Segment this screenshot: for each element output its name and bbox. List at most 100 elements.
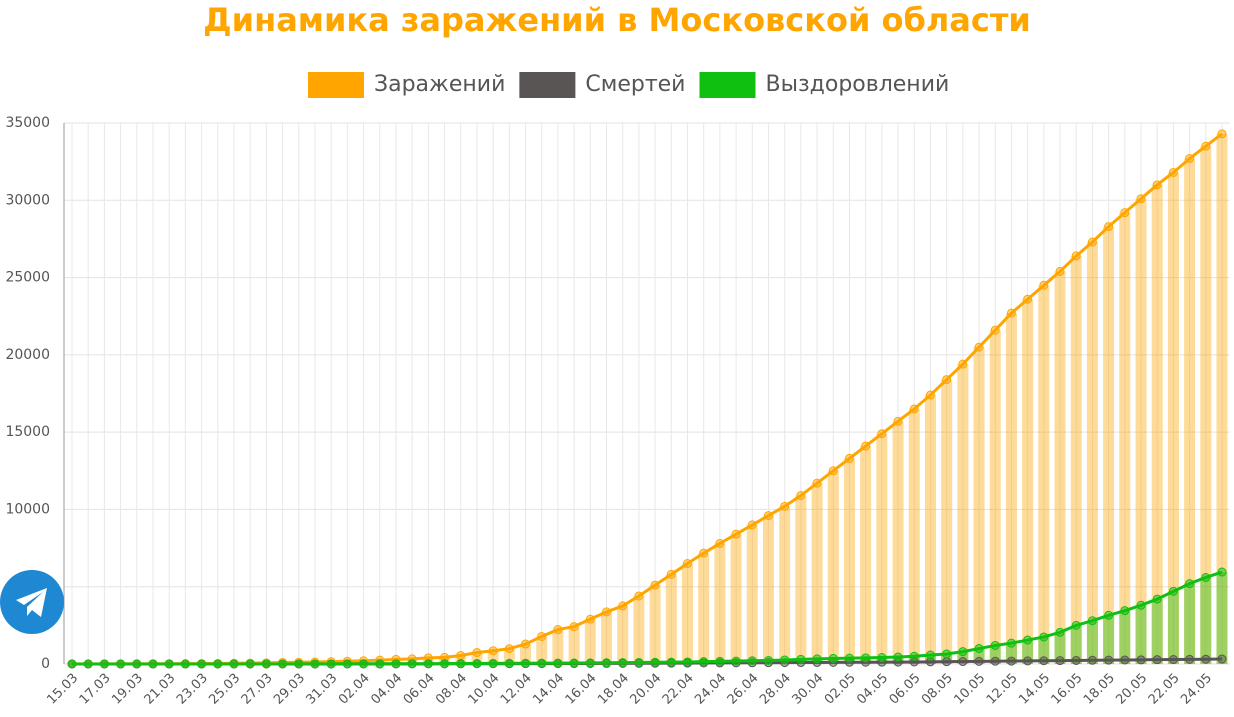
point [635, 592, 643, 600]
legend-label: Заражений [374, 72, 505, 97]
bar [569, 627, 580, 664]
point [716, 539, 724, 547]
point [991, 641, 999, 649]
line [72, 572, 1222, 664]
point [619, 659, 627, 667]
point [408, 660, 416, 668]
bar [909, 409, 920, 664]
x-tick-label: 23.03 [174, 671, 211, 708]
point [975, 343, 983, 351]
bar [1152, 185, 1163, 664]
point [538, 632, 546, 640]
point [1088, 656, 1096, 664]
bar [1168, 591, 1179, 664]
point [1040, 657, 1048, 665]
point [926, 391, 934, 399]
point [894, 417, 902, 425]
point [991, 326, 999, 334]
point [230, 660, 238, 668]
point [683, 658, 691, 666]
x-tick-label: 25.03 [206, 671, 243, 708]
point [1169, 656, 1177, 664]
point [1088, 617, 1096, 625]
point [1024, 295, 1032, 303]
x-tick-label: 26.04 [725, 671, 762, 708]
bar [844, 458, 855, 664]
x-tick-label: 08.05 [919, 671, 956, 708]
point [797, 492, 805, 500]
point [1007, 657, 1015, 665]
y-tick-label: 20000 [5, 347, 50, 363]
bar [1006, 313, 1017, 664]
bar [1152, 599, 1163, 664]
point [1007, 639, 1015, 647]
point [764, 512, 772, 520]
chart-title: Динамика заражений в Московской области [203, 1, 1031, 39]
x-tick-label: 16.04 [563, 671, 600, 708]
bar [633, 596, 644, 664]
point [878, 654, 886, 662]
point [279, 660, 287, 668]
x-tick-label: 20.04 [627, 671, 664, 708]
point [1153, 656, 1161, 664]
point [84, 660, 92, 668]
x-tick-label: 02.05 [822, 671, 859, 708]
y-tick-label: 0 [41, 656, 50, 672]
point [343, 660, 351, 668]
point [683, 560, 691, 568]
point [1105, 611, 1113, 619]
point [1202, 142, 1210, 150]
point [748, 657, 756, 665]
point [1186, 655, 1194, 663]
point [554, 659, 562, 667]
point [862, 654, 870, 662]
point [1105, 223, 1113, 231]
bar [1119, 213, 1130, 664]
point [214, 660, 222, 668]
bar [763, 516, 774, 664]
y-tick-label: 35000 [5, 115, 50, 131]
point [651, 658, 659, 666]
point [473, 649, 481, 657]
bar [1038, 285, 1049, 664]
x-tick-label: 06.04 [401, 671, 438, 708]
telegram-button[interactable] [0, 570, 64, 634]
point [424, 660, 432, 668]
x-tick-label: 22.05 [1146, 671, 1183, 708]
x-tick-label: 06.05 [887, 671, 924, 708]
point [943, 376, 951, 384]
bar [698, 553, 709, 664]
bar [714, 543, 725, 664]
x-tick-label: 19.03 [109, 671, 146, 708]
point [68, 660, 76, 668]
point [700, 658, 708, 666]
y-tick-label: 15000 [5, 424, 50, 440]
point [522, 659, 530, 667]
point [1088, 238, 1096, 246]
x-tick-label: 12.05 [984, 671, 1021, 708]
point [457, 651, 465, 659]
point [295, 660, 303, 668]
point [149, 660, 157, 668]
bar [1184, 584, 1195, 664]
bar [585, 619, 596, 664]
bar [957, 364, 968, 664]
point [845, 454, 853, 462]
bar [779, 506, 790, 664]
point [522, 640, 530, 648]
x-tick-label: 04.05 [854, 671, 891, 708]
point [1186, 155, 1194, 163]
x-tick-label: 22.04 [660, 671, 697, 708]
bar [601, 612, 612, 664]
x-tick-label: 02.04 [336, 671, 373, 708]
point [667, 658, 675, 666]
point [797, 655, 805, 663]
point [1121, 607, 1129, 615]
point [441, 660, 449, 668]
point [1105, 656, 1113, 664]
telegram-circle[interactable] [0, 570, 64, 634]
point [586, 659, 594, 667]
point [505, 659, 513, 667]
y-tick-label: 30000 [5, 192, 50, 208]
